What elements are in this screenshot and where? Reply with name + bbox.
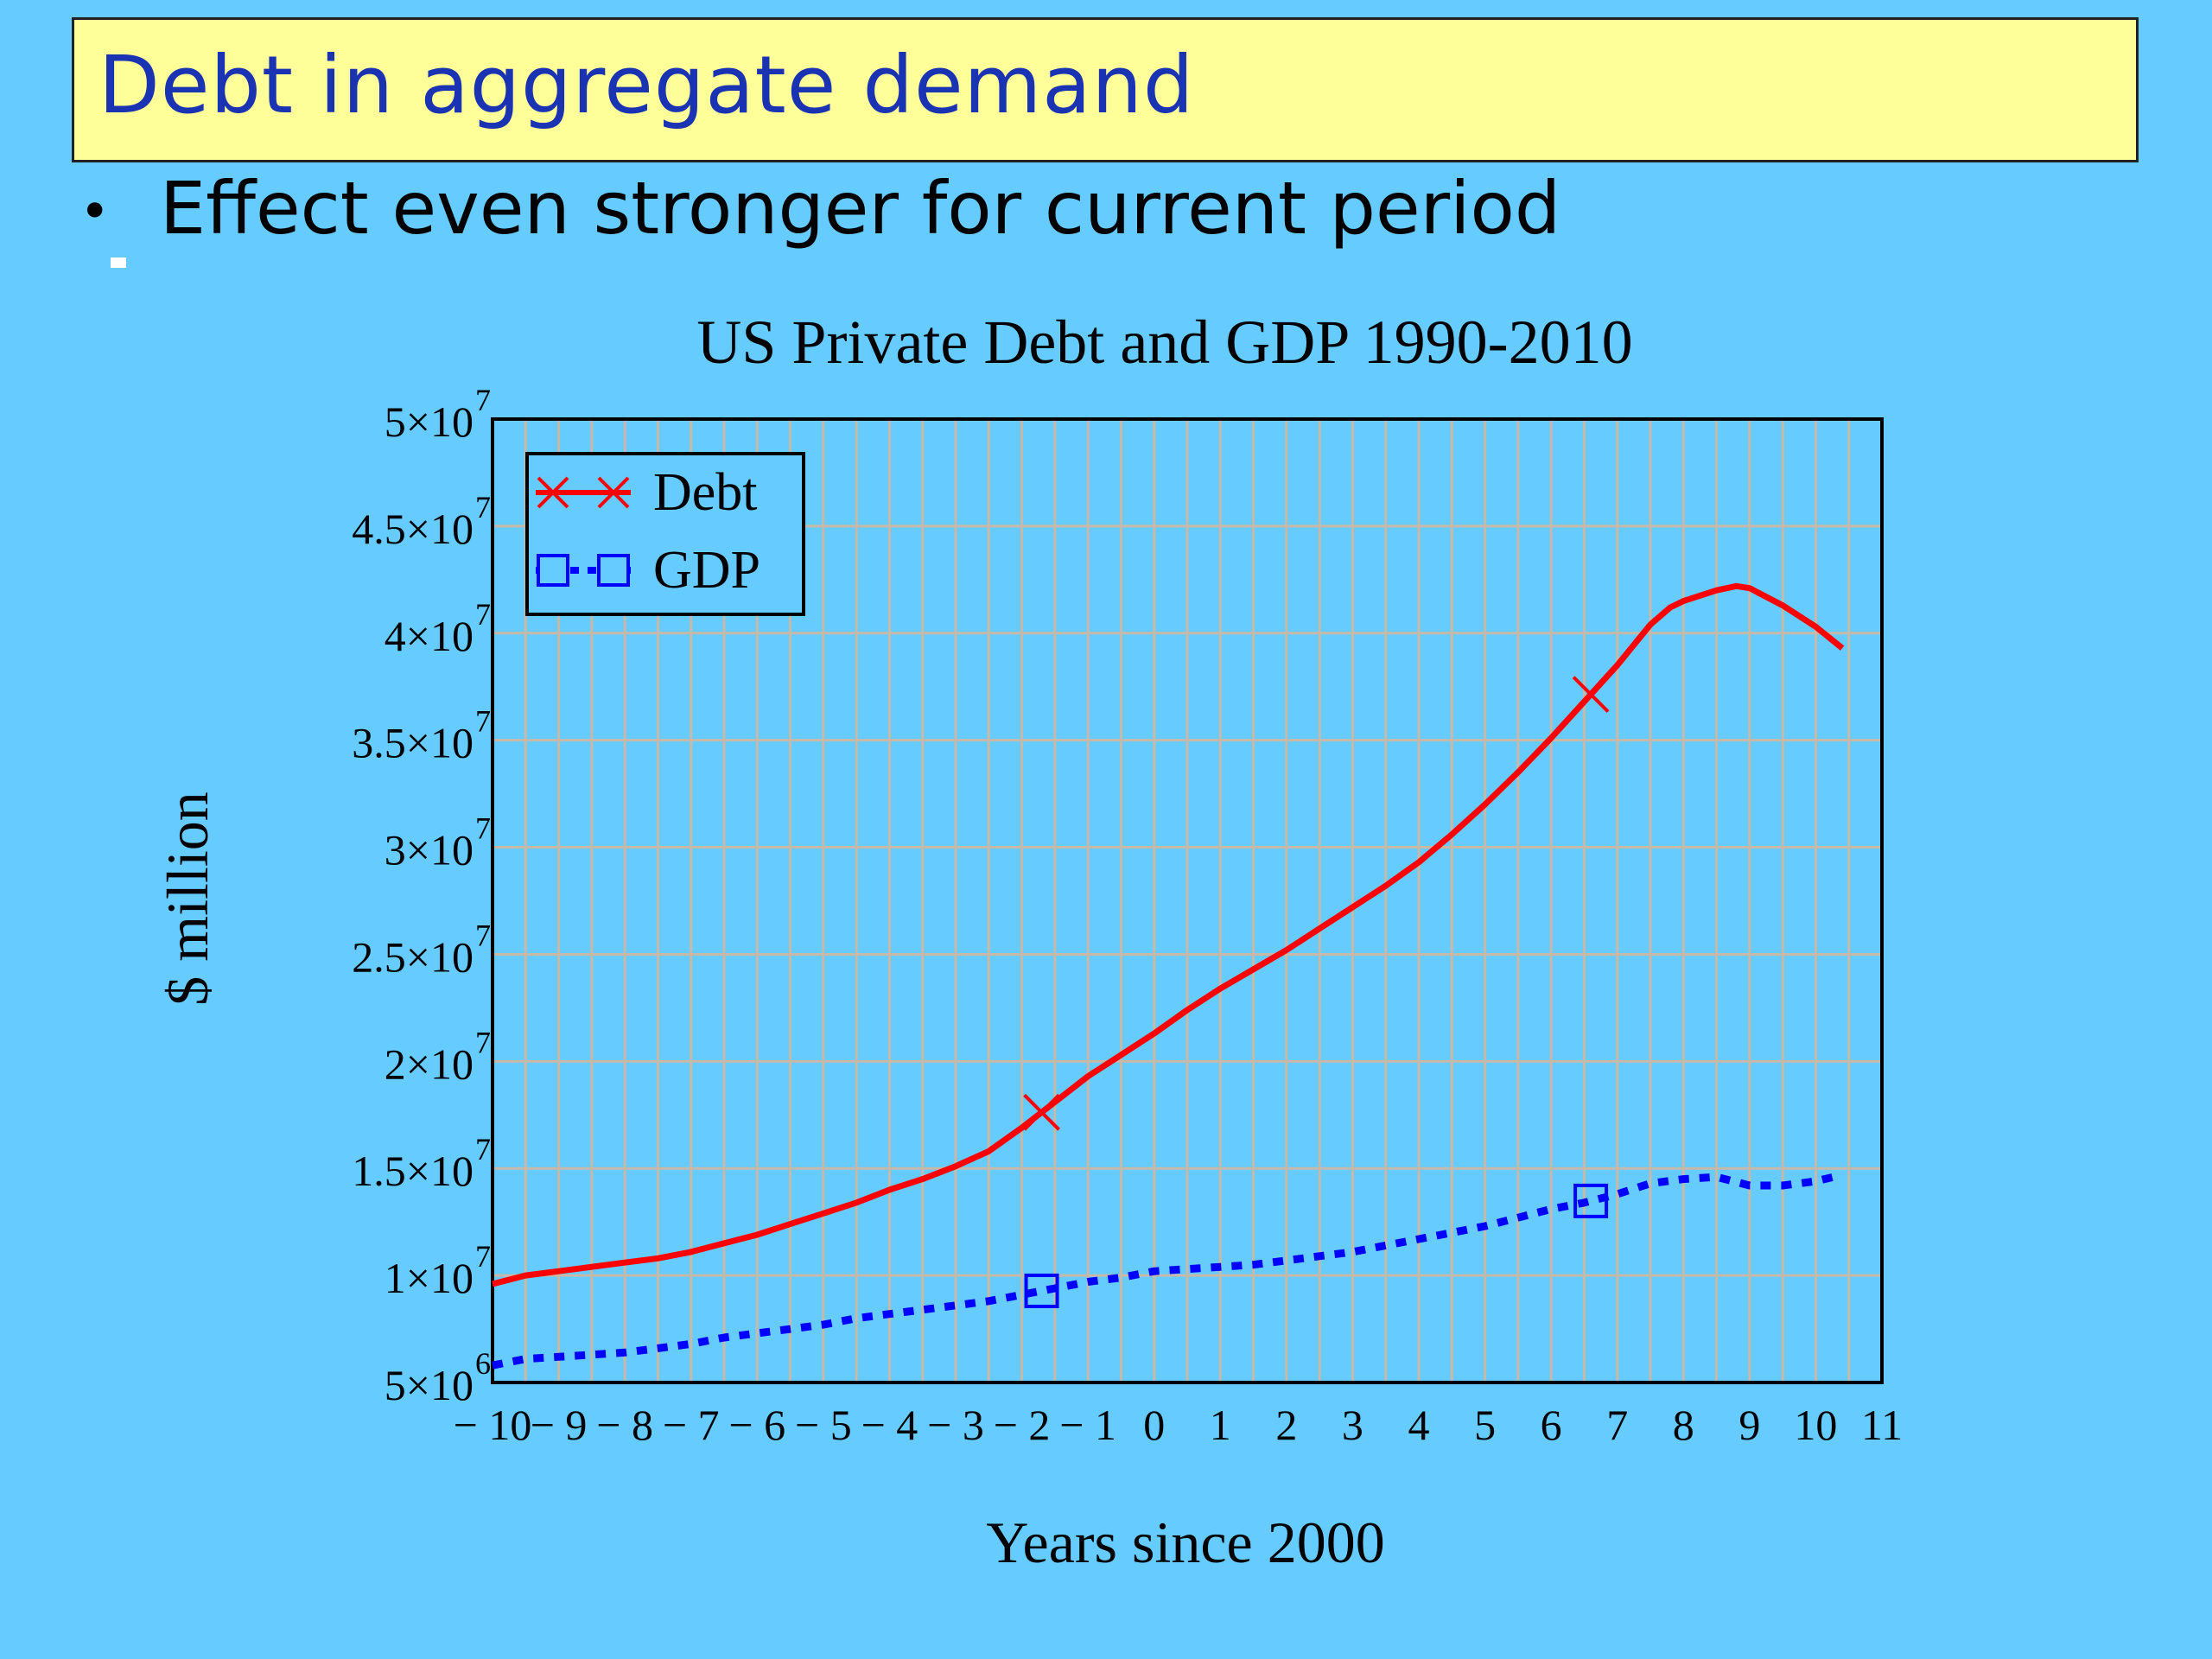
series-marker-debt (1023, 1093, 1060, 1131)
x-tick-label: 5 (1474, 1401, 1496, 1449)
plot-frame (491, 417, 1884, 1384)
x-tick-label: − 5 (795, 1401, 852, 1449)
x-tick-label: − 6 (728, 1401, 785, 1449)
y-tick-exponent: 7 (475, 1025, 491, 1059)
x-tick-label: 4 (1408, 1401, 1430, 1449)
y-tick-exponent: 7 (475, 1132, 491, 1166)
x-tick-label: 2 (1275, 1401, 1297, 1449)
sub-bullet-marker (111, 257, 126, 268)
y-tick-label: 4×10 (385, 612, 474, 660)
y-tick-label: 1.5×10 (352, 1147, 474, 1195)
y-tick-exponent: 7 (475, 704, 491, 739)
x-tick-label: − 9 (531, 1401, 588, 1449)
x-axis-label: Years since 2000 (986, 1510, 1385, 1575)
x-tick-label: − 7 (663, 1401, 720, 1449)
series-marker-gdp (1024, 1273, 1059, 1308)
x-tick-label: 3 (1342, 1401, 1363, 1449)
chart-grid (493, 419, 1882, 1382)
x-tick-label: − 10 (454, 1401, 532, 1449)
legend-marker-gdp (597, 554, 630, 587)
x-tick-label: 9 (1738, 1401, 1760, 1449)
y-tick-exponent: 7 (475, 383, 491, 417)
legend-box (525, 452, 805, 616)
legend-marker-gdp (537, 554, 569, 587)
y-tick-exponent: 6 (475, 1346, 491, 1381)
legend-label-gdp: GDP (653, 541, 760, 600)
x-tick-label: 10 (1794, 1401, 1837, 1449)
x-tick-label: 11 (1861, 1401, 1903, 1449)
legend-label-debt: Debt (653, 463, 758, 522)
legend-marker-debt (537, 476, 569, 509)
y-tick-exponent: 7 (475, 1239, 491, 1274)
series-line-debt (492, 582, 1845, 1287)
y-tick-label: 3.5×10 (352, 719, 474, 767)
y-tick-exponent: 7 (475, 490, 491, 524)
x-tick-label: 6 (1541, 1401, 1562, 1449)
y-tick-label: 2×10 (385, 1039, 474, 1088)
series-marker-gdp (1573, 1183, 1609, 1218)
x-tick-label: 8 (1673, 1401, 1694, 1449)
x-tick-label: 1 (1210, 1401, 1231, 1449)
x-tick-label: − 1 (1059, 1401, 1116, 1449)
y-axis-label: $ million (155, 791, 220, 1005)
slide-title-box: Debt in aggregate demand (72, 17, 2139, 162)
legend: Debt GDP (525, 452, 805, 616)
y-tick-label: 3×10 (385, 826, 474, 874)
x-tick-label: 0 (1143, 1401, 1165, 1449)
y-tick-label: 1×10 (385, 1254, 474, 1302)
slide-title: Debt in aggregate demand (99, 39, 1195, 131)
series-line-gdp (492, 1171, 1844, 1370)
y-tick-label: 2.5×10 (352, 932, 474, 981)
bullet-icon: • (79, 181, 111, 242)
legend-marker-debt (597, 476, 630, 509)
y-tick-exponent: 7 (475, 811, 491, 846)
x-tick-label: 7 (1606, 1401, 1628, 1449)
bullet-text: Effect even stronger for current period (160, 166, 1561, 251)
y-tick-exponent: 7 (475, 918, 491, 952)
x-tick-label: − 2 (994, 1401, 1051, 1449)
x-tick-label: − 8 (596, 1401, 653, 1449)
y-tick-exponent: 7 (475, 597, 491, 632)
y-axis-ticks: 5×10 61×10 71.5×10 72×10 72.5×10 73×10 73.5×10… (352, 383, 491, 1409)
series-layer (492, 582, 1845, 1370)
y-tick-label: 5×10 (385, 397, 474, 446)
y-tick-label: 5×10 (385, 1361, 474, 1409)
x-tick-label: − 3 (927, 1401, 984, 1449)
chart-title: US Private Debt and GDP 1990-2010 (696, 308, 1632, 377)
x-tick-label: − 4 (861, 1401, 918, 1449)
series-marker-debt (1572, 676, 1610, 714)
y-tick-label: 4.5×10 (352, 505, 474, 553)
